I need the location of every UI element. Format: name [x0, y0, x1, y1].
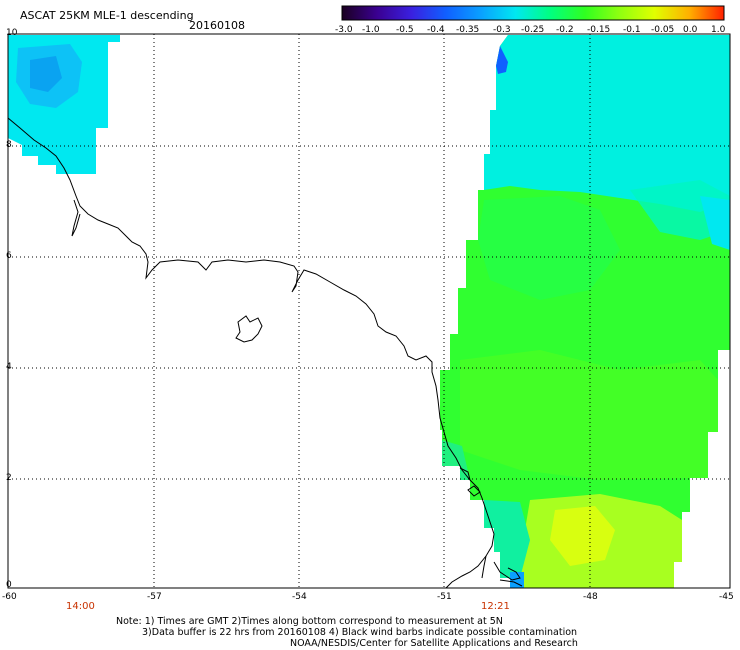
x-tick-label: -57 — [147, 592, 162, 602]
coastline — [7, 117, 523, 589]
colorbar-label: -0.4 — [427, 25, 445, 35]
colorbar-label: -0.25 — [521, 25, 545, 35]
note-line-2: 3)Data buffer is 22 hrs from 20160108 4)… — [142, 627, 578, 638]
x-tick-label: -54 — [292, 592, 307, 602]
colorbar — [341, 5, 725, 21]
y-tick-label: 2 — [6, 473, 12, 483]
y-tick-label: 8 — [6, 140, 12, 150]
colorbar-label: -0.15 — [587, 25, 611, 35]
note-line-3: NOAA/NESDIS/Center for Satellite Applica… — [290, 638, 578, 649]
grid — [8, 34, 730, 588]
colorbar-label: 0.0 — [683, 25, 698, 35]
note-line-1: Note: 1) Times are GMT 2)Times along bot… — [116, 616, 503, 627]
y-tick-label: 10 — [6, 28, 18, 38]
data-swath-northwest — [8, 35, 120, 174]
colorbar-label: -1.0 — [362, 25, 380, 35]
colorbar-label: -0.3 — [493, 25, 511, 35]
island — [235, 315, 263, 343]
colorbar-label: -0.05 — [651, 25, 675, 35]
colorbar-label: -0.35 — [456, 25, 480, 35]
colorbar-label: -0.5 — [396, 25, 414, 35]
data-swath-main — [440, 35, 730, 588]
x-tick-label: -60 — [2, 592, 17, 602]
plot-frame — [7, 33, 731, 589]
x-tick-label: -51 — [437, 592, 452, 602]
colorbar-label: 1.0 — [711, 25, 726, 35]
y-tick-label: 6 — [6, 251, 12, 261]
colorbar-label: -0.1 — [623, 25, 641, 35]
map-date: 20160108 — [189, 19, 245, 32]
colorbar-label: -3.0 — [335, 25, 353, 35]
colorbar-gradient — [341, 5, 725, 21]
map-title: ASCAT 25KM MLE-1 descending — [20, 9, 194, 22]
x-tick-label: -48 — [583, 592, 598, 602]
time-label: 14:00 — [66, 601, 95, 612]
y-tick-label: 4 — [6, 362, 12, 372]
y-tick-label: 0 — [6, 580, 12, 590]
x-tick-label: -45 — [719, 592, 734, 602]
time-label: 12:21 — [481, 601, 510, 612]
colorbar-label: -0.2 — [556, 25, 574, 35]
